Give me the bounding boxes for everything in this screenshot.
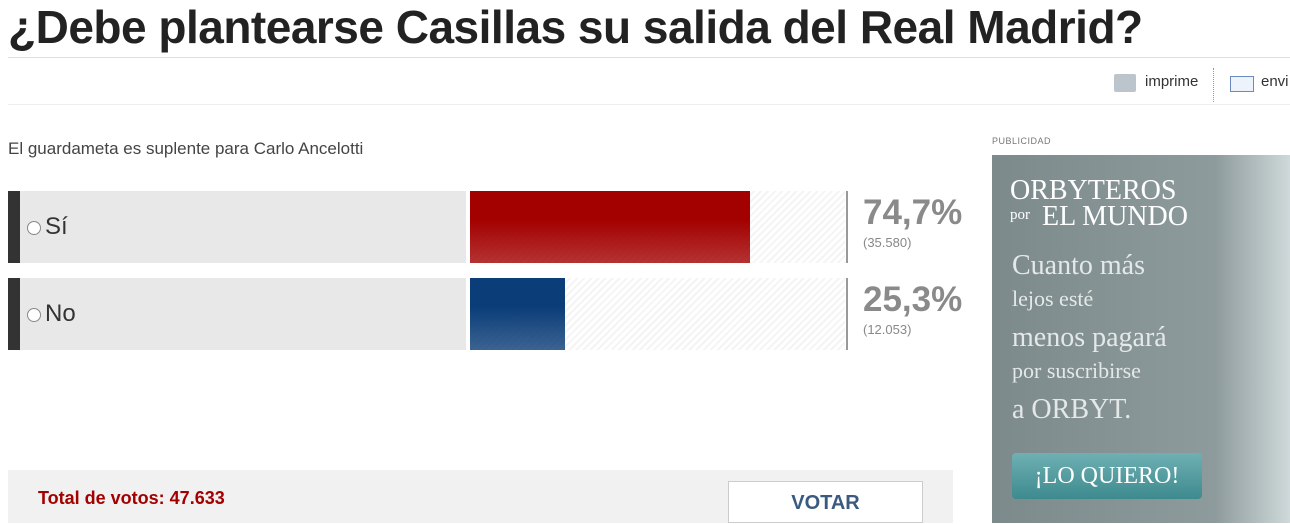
rule <box>8 57 1290 58</box>
send-link[interactable]: envi <box>1261 73 1289 90</box>
vote-button[interactable]: VOTAR <box>728 481 923 523</box>
rule <box>8 104 1290 105</box>
question: El guardameta es suplente para Carlo Anc… <box>8 139 364 158</box>
option-text: No <box>45 300 76 327</box>
option-label: Sí <box>20 191 466 263</box>
option-label: No <box>20 278 466 350</box>
ad-button[interactable]: ¡LO QUIERO! <box>1012 453 1202 499</box>
option-row[interactable]: No 25,3% (12.053) <box>8 278 1008 350</box>
option-text: Sí <box>45 213 68 240</box>
ad-brand: por <box>1010 207 1030 223</box>
ad-label: PUBLICIDAD <box>992 136 1052 146</box>
radio[interactable] <box>27 308 41 322</box>
separator <box>1213 68 1215 102</box>
divider <box>846 191 848 263</box>
ad-text: Cuanto más <box>1012 250 1145 281</box>
divider <box>846 278 848 350</box>
ad-text: por suscribirse <box>1012 358 1141 383</box>
ad[interactable]: ORBYTEROS por EL MUNDO ¡LO QUIERO! Cuant… <box>992 155 1290 523</box>
radio[interactable] <box>27 221 41 235</box>
option-row[interactable]: Sí 74,7% (35.580) <box>8 191 1008 263</box>
ad-text: menos pagará <box>1012 322 1167 353</box>
ad-text: a ORBYT. <box>1012 394 1132 425</box>
ad-brand: ORBYTEROS <box>1010 175 1177 206</box>
bar <box>470 278 565 350</box>
votes: (35.580) <box>863 235 912 250</box>
ad-brand: EL MUNDO <box>1042 201 1188 232</box>
votes: (12.053) <box>863 322 912 337</box>
percent: 25,3% <box>863 280 963 319</box>
bar-track <box>470 278 845 350</box>
bar <box>470 191 751 263</box>
row-edge <box>8 191 20 263</box>
ad-text: lejos esté <box>1012 286 1094 311</box>
mail-icon <box>1230 76 1254 92</box>
total-votes: Total de votos: 47.633 <box>38 488 225 508</box>
row-edge <box>8 278 20 350</box>
print-icon <box>1114 74 1136 92</box>
print-link[interactable]: imprime <box>1145 73 1199 90</box>
bar-track <box>470 191 845 263</box>
title: ¿Debe plantearse Casillas su salida del … <box>8 1 1143 53</box>
percent: 74,7% <box>863 193 963 232</box>
